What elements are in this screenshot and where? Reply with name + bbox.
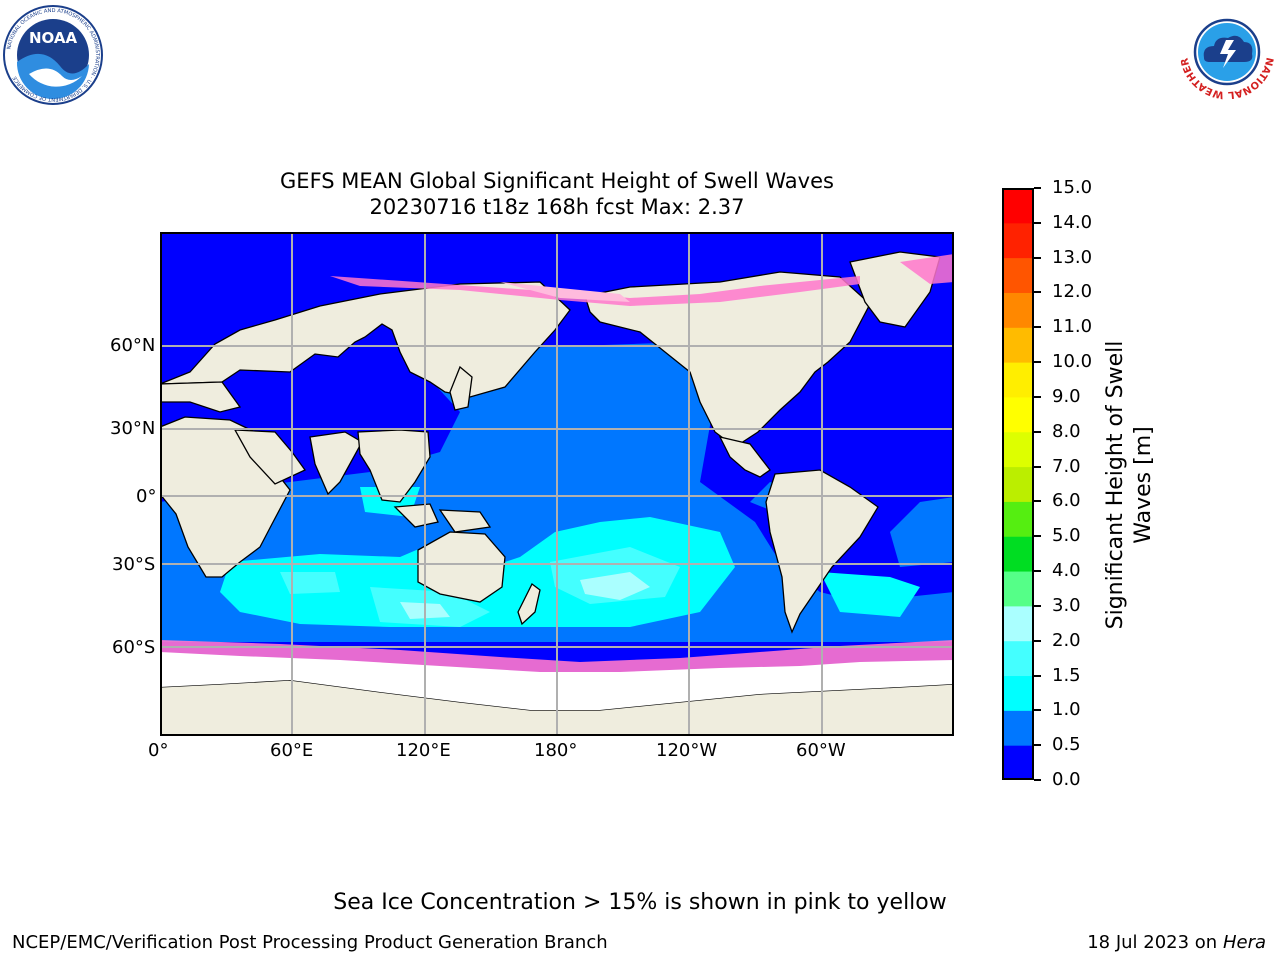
colorbar-tick-mark: [1034, 291, 1041, 294]
noaa-logo-text: NOAA: [29, 29, 78, 47]
lat-label-60s: 60°S: [112, 637, 156, 658]
map-subtitle: 20230716 t18z 168h fcst Max: 2.37: [369, 195, 745, 219]
colorbar-tick-mark: [1034, 744, 1041, 747]
footer-date: 18 Jul 2023 on Hera: [1087, 932, 1266, 953]
colorbar-tick-mark: [1034, 221, 1041, 224]
lon-label-180: 180°: [534, 740, 578, 761]
footer-machine: Hera: [1222, 932, 1266, 953]
colorbar-bin-10: [1002, 396, 1034, 433]
colorbar-tick-mark: [1034, 430, 1041, 433]
colorbar-bin-2: [1002, 675, 1034, 711]
colorbar-tick-label: 0.5: [1052, 734, 1081, 756]
lon-label-60e: 60°E: [270, 740, 314, 761]
map-panel: [160, 232, 954, 736]
colorbar-label-line2: Waves [m]: [1131, 426, 1156, 544]
colorbar-tick-label: 10.0: [1052, 351, 1093, 373]
lat-label-30n: 30°N: [110, 418, 156, 439]
map-frame: [160, 232, 954, 736]
colorbar-tick-label: 3.0: [1052, 594, 1081, 616]
colorbar-tick-mark: [1034, 639, 1041, 642]
colorbar-tick-mark: [1034, 535, 1041, 538]
colorbar-tick-mark: [1034, 361, 1041, 364]
colorbar-tick-label: 11.0: [1052, 316, 1093, 338]
colorbar-frame: [1002, 188, 1034, 780]
colorbar-tick-mark: [1034, 465, 1041, 468]
colorbar-tick-label: 15.0: [1052, 177, 1093, 198]
colorbar-bin-9: [1002, 431, 1034, 468]
colorbar-tick-mark: [1034, 779, 1041, 781]
colorbar-tick-mark: [1034, 604, 1041, 607]
nws-logo: NATIONAL WEATHER SERVICE: [1172, 0, 1278, 100]
colorbar-bin-13: [1002, 292, 1034, 328]
footer-date-text: 18 Jul 2023 on: [1087, 932, 1223, 953]
colorbar-tick-label: 5.0: [1052, 525, 1081, 547]
colorbar-tick-mark: [1034, 674, 1041, 677]
footer-branch: NCEP/EMC/Verification Post Processing Pr…: [12, 932, 608, 953]
graticule: [160, 232, 954, 736]
colorbar-bin-8: [1002, 466, 1034, 502]
colorbar-tick-label: 0.0: [1052, 769, 1081, 790]
colorbar-tick-mark: [1034, 395, 1041, 398]
colorbar-tick-label: 12.0: [1052, 281, 1093, 303]
colorbar-tick-label: 1.0: [1052, 699, 1081, 721]
sea-ice-north: [330, 254, 954, 306]
colorbar-tick-mark: [1034, 709, 1041, 712]
colorbar-bin-15: [1002, 222, 1034, 259]
colorbar-bin-5: [1002, 571, 1034, 607]
colorbar-tick-mark: [1034, 256, 1041, 259]
lon-label-120e: 120°E: [396, 740, 451, 761]
lat-label-0: 0°: [136, 486, 157, 507]
colorbar-tick-label: 9.0: [1052, 385, 1081, 407]
colorbar-bin-7: [1002, 501, 1034, 537]
colorbar-tick-mark: [1034, 326, 1041, 329]
colorbar-bin-4: [1002, 605, 1034, 642]
noaa-logo: NOAA NATIONAL OCEANIC AND ATMOSPHERIC AD…: [2, 4, 104, 106]
lon-label-0: 0°: [148, 740, 169, 761]
map-canvas: [160, 232, 954, 736]
colorbar-tick-label: 2.0: [1052, 629, 1081, 651]
lon-label-120w: 120°W: [656, 740, 718, 761]
colorbar-label-line1: Significant Height of Swell: [1103, 340, 1128, 630]
colorbar-tick-mark: [1034, 500, 1041, 503]
colorbar-bin-1: [1002, 710, 1034, 746]
colorbar-tick-label: 4.0: [1052, 560, 1081, 582]
colorbar-bin-14: [1002, 257, 1034, 293]
colorbar-bin-6: [1002, 536, 1034, 572]
map-title: GEFS MEAN Global Significant Height of S…: [280, 169, 834, 193]
colorbar-bin-12: [1002, 327, 1034, 363]
colorbar-tick-label: 8.0: [1052, 420, 1081, 442]
colorbar-bin-16: [1002, 188, 1034, 224]
colorbar-tick-label: 7.0: [1052, 455, 1081, 477]
colorbar-tick-label: 14.0: [1052, 211, 1093, 233]
colorbar-tick-mark: [1034, 187, 1041, 189]
colorbar-bin-3: [1002, 640, 1034, 677]
colorbar: [1002, 188, 1034, 781]
colorbar-tick-label: 1.5: [1052, 664, 1081, 686]
colorbar-bin-11: [1002, 362, 1034, 398]
sea-ice-caption: Sea Ice Concentration > 15% is shown in …: [333, 890, 947, 915]
lat-label-60n: 60°N: [110, 335, 156, 356]
lon-label-60w: 60°W: [796, 740, 846, 761]
colorbar-tick-mark: [1034, 570, 1041, 573]
colorbar-tick-label: 6.0: [1052, 490, 1081, 512]
lat-label-30s: 30°S: [112, 554, 156, 575]
colorbar-bin-0: [1002, 745, 1034, 781]
colorbar-tick-label: 13.0: [1052, 246, 1093, 268]
